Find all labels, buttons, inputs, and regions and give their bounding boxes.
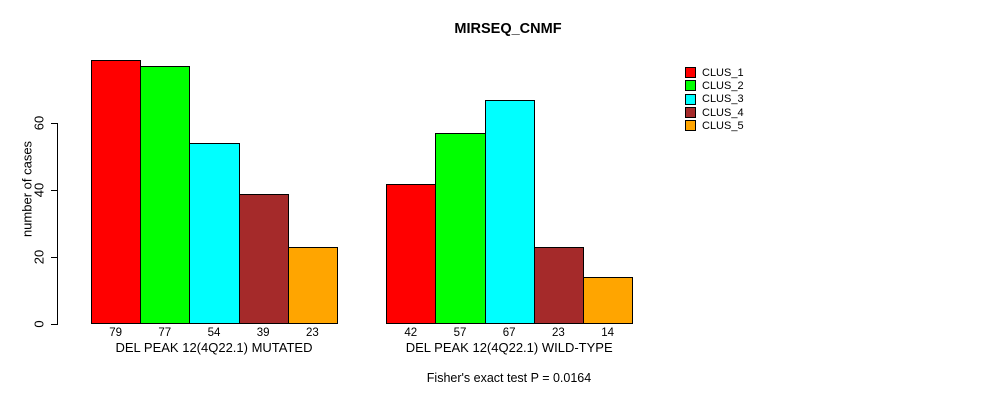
y-axis-tick [51, 190, 58, 192]
bar-clus_5-group2 [583, 277, 634, 324]
legend-item-clus_3: CLUS_3 [685, 93, 744, 106]
y-axis-tick [51, 257, 58, 259]
bar-value-label: 23 [305, 327, 319, 339]
legend-item-clus_2: CLUS_2 [685, 79, 744, 92]
legend-swatch-clus_1 [685, 67, 696, 79]
y-axis-tick-label: 20 [31, 249, 47, 265]
legend-item-clus_1: CLUS_1 [685, 66, 744, 79]
legend-label: CLUS_3 [702, 93, 744, 106]
annotation-fisher-test: Fisher's exact test P = 0.0164 [426, 371, 592, 385]
x-axis-group-label: DEL PEAK 12(4Q22.1) WILD-TYPE [405, 340, 613, 355]
bar-value-label: 54 [207, 327, 221, 339]
bar-clus_3-group1 [189, 143, 240, 324]
legend-item-clus_4: CLUS_4 [685, 106, 744, 119]
bar-value-label: 79 [109, 327, 122, 339]
legend-swatch-clus_5 [685, 120, 696, 132]
bar-value-label: 23 [551, 327, 565, 339]
bar-value-label: 42 [404, 327, 418, 339]
legend-swatch-clus_2 [685, 80, 696, 92]
bar-value-label: 77 [158, 327, 172, 339]
bar-clus_4-group2 [533, 247, 584, 324]
bar-clus_1-group2 [386, 183, 437, 324]
legend-swatch-clus_3 [685, 93, 696, 105]
bar-clus_5-group1 [287, 247, 338, 324]
y-axis-tick [51, 123, 58, 125]
y-axis-line [57, 123, 58, 324]
legend-label: CLUS_2 [702, 79, 744, 92]
bar-value-label: 67 [502, 327, 516, 339]
bar-clus_1-group1 [91, 59, 142, 324]
bar-value-label: 39 [256, 327, 270, 339]
bar-value-label: 57 [453, 327, 467, 339]
bar-clus_2-group2 [435, 133, 486, 324]
legend-item-clus_5: CLUS_5 [685, 119, 744, 132]
y-axis-tick-label: 60 [31, 116, 47, 131]
legend-label: CLUS_1 [702, 66, 744, 79]
y-axis-tick-label: 0 [31, 320, 47, 328]
bar-clus_2-group1 [140, 66, 191, 324]
x-axis-group-label: DEL PEAK 12(4Q22.1) MUTATED [115, 340, 313, 355]
legend-label: CLUS_4 [702, 106, 744, 119]
bar-clus_3-group2 [484, 99, 535, 324]
y-axis-tick-label: 40 [31, 182, 47, 198]
bar-clus_4-group1 [238, 193, 289, 324]
legend-label: CLUS_5 [702, 119, 744, 132]
chart-title: MIRSEQ_CNMF [454, 21, 562, 37]
bar-value-label: 14 [601, 327, 614, 339]
legend-swatch-clus_4 [685, 107, 696, 119]
y-axis-tick [51, 324, 58, 325]
